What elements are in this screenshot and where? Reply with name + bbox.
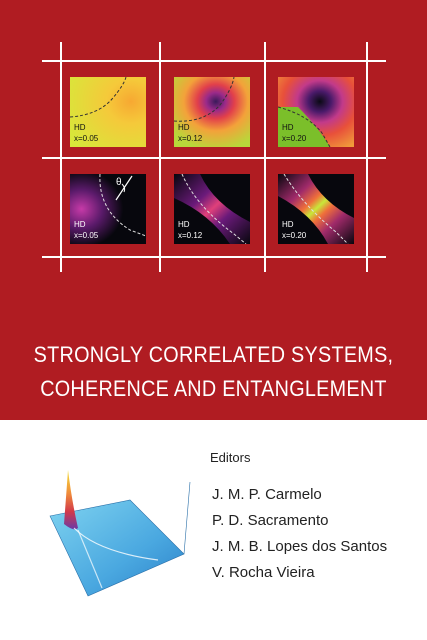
grid-line-h-top [42,60,386,62]
panel-top-left-image [70,77,146,147]
panel-top-middle-image [174,77,250,147]
panel-label-x: x=0.20 [282,134,307,143]
grid-line-v-mid-left [159,42,161,272]
panel-label-hd: HD [74,123,86,132]
book-title-line-1: STRONGLY CORRELATED SYSTEMS, [33,342,394,367]
panel-bottom-left-image [70,174,146,244]
panel-top-right-image [278,77,354,147]
panel-label-x: x=0.20 [282,231,307,240]
3d-surface-illustration [49,470,191,597]
panel-label-hd: HD [178,220,190,229]
grid-line-v-left [60,42,62,272]
panel-bottom-right: HD x=0.20 [278,174,354,244]
panel-top-middle: HD x=0.12 [174,77,250,147]
panel-label-x: x=0.05 [74,231,99,240]
panel-top-right: HD x=0.20 [278,77,354,147]
panel-top-left: HD x=0.05 [70,77,146,147]
panel-bottom-right-image [278,174,354,244]
editor-name: J. M. B. Lopes dos Santos [212,538,388,555]
editor-name: V. Rocha Vieira [212,564,315,581]
panel-label-x: x=0.05 [74,134,99,143]
panel-label-hd: HD [178,123,190,132]
book-title-line-2: COHERENCE AND ENTANGLEMENT [40,376,387,401]
panel-bottom-middle-image [174,174,250,244]
panel-label-x: x=0.12 [178,134,203,143]
panel-label-hd: HD [74,220,86,229]
grid-line-v-right [366,42,368,272]
theta-symbol: θ [116,177,122,188]
editor-name: P. D. Sacramento [212,512,329,529]
panel-label-hd: HD [282,123,294,132]
panel-bottom-middle: HD x=0.12 [174,174,250,244]
grid-line-v-mid-right [264,42,266,272]
grid-line-h-mid [42,157,386,159]
editors-label: Editors [210,450,251,465]
panel-label-x: x=0.12 [178,231,203,240]
panel-bottom-left: θ HD x=0.05 [70,174,146,244]
panel-label-hd: HD [282,220,294,229]
editor-name: J. M. P. Carmelo [212,486,322,503]
grid-line-h-bottom [42,256,386,258]
